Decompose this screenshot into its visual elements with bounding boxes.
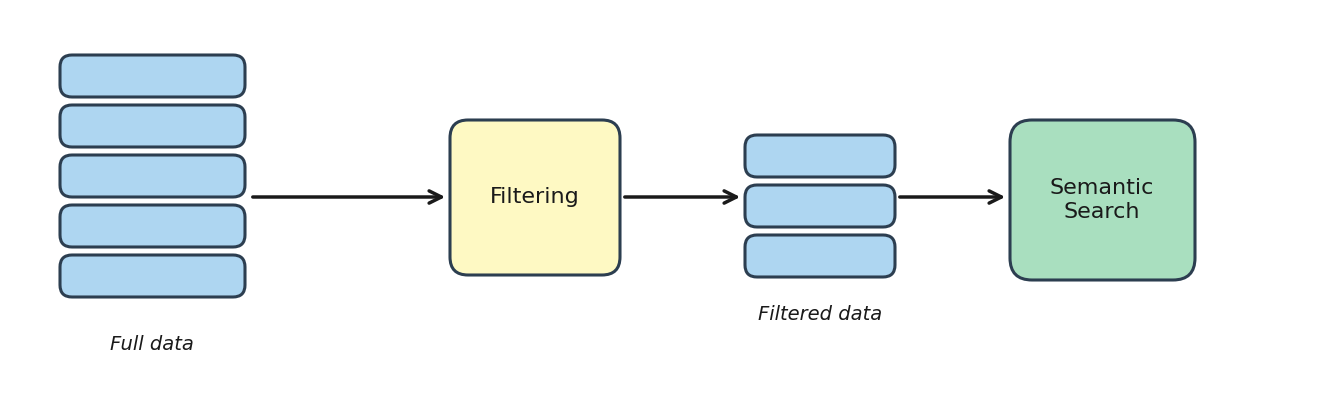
FancyBboxPatch shape (1010, 120, 1195, 280)
Text: Semantic
Search: Semantic Search (1050, 179, 1154, 222)
FancyBboxPatch shape (745, 235, 896, 277)
Text: Full data: Full data (109, 335, 194, 354)
FancyBboxPatch shape (745, 135, 896, 177)
FancyBboxPatch shape (59, 255, 245, 297)
FancyBboxPatch shape (450, 120, 620, 275)
FancyBboxPatch shape (59, 105, 245, 147)
FancyBboxPatch shape (745, 185, 896, 227)
FancyBboxPatch shape (59, 155, 245, 197)
FancyBboxPatch shape (59, 205, 245, 247)
Text: Filtered data: Filtered data (758, 305, 882, 324)
Text: Filtering: Filtering (491, 187, 580, 207)
FancyBboxPatch shape (59, 55, 245, 97)
